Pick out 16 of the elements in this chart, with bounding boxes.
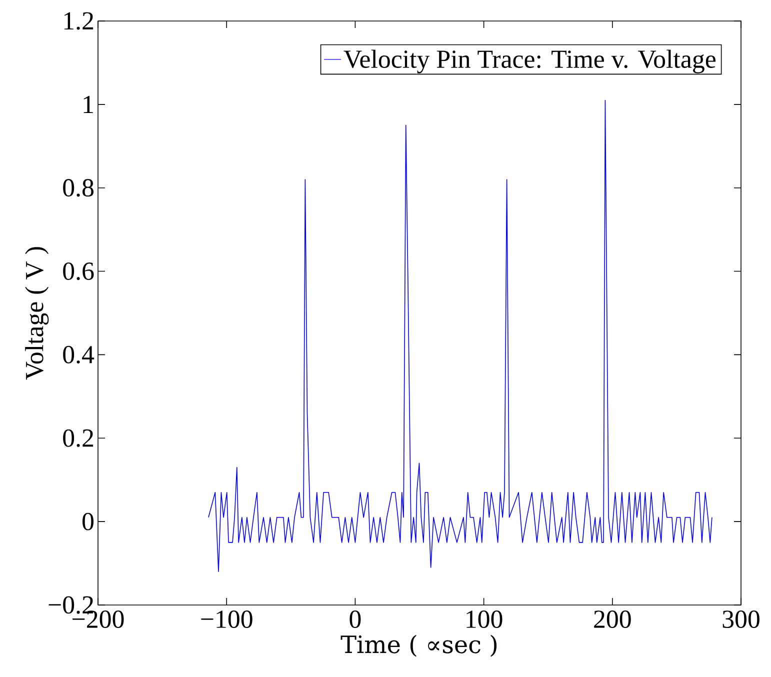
line-series [208, 100, 712, 572]
x-tick-label: 0 [350, 610, 361, 628]
x-tick-label: 200 [594, 610, 631, 628]
x-tick-label: 100 [466, 610, 502, 628]
y-tick-label: 0 [82, 512, 94, 530]
y-axis-title: Voltage ( V ) [25, 247, 49, 380]
legend-label: Velocity Pin Trace: Time v. Voltage [344, 50, 716, 74]
x-tick-label: −100 [201, 610, 252, 628]
x-axis-title: Time ( ∝sec ) [340, 634, 497, 657]
y-tick-label: 0.8 [63, 179, 94, 197]
y-tick-label: 0.4 [63, 346, 94, 364]
y-tick-label: 0.2 [63, 429, 94, 447]
y-tick-label: 0.6 [63, 262, 94, 280]
y-tick-label: 1 [84, 96, 93, 113]
x-tick-label: 300 [722, 610, 760, 628]
y-tick-label: 1.2 [64, 12, 94, 30]
